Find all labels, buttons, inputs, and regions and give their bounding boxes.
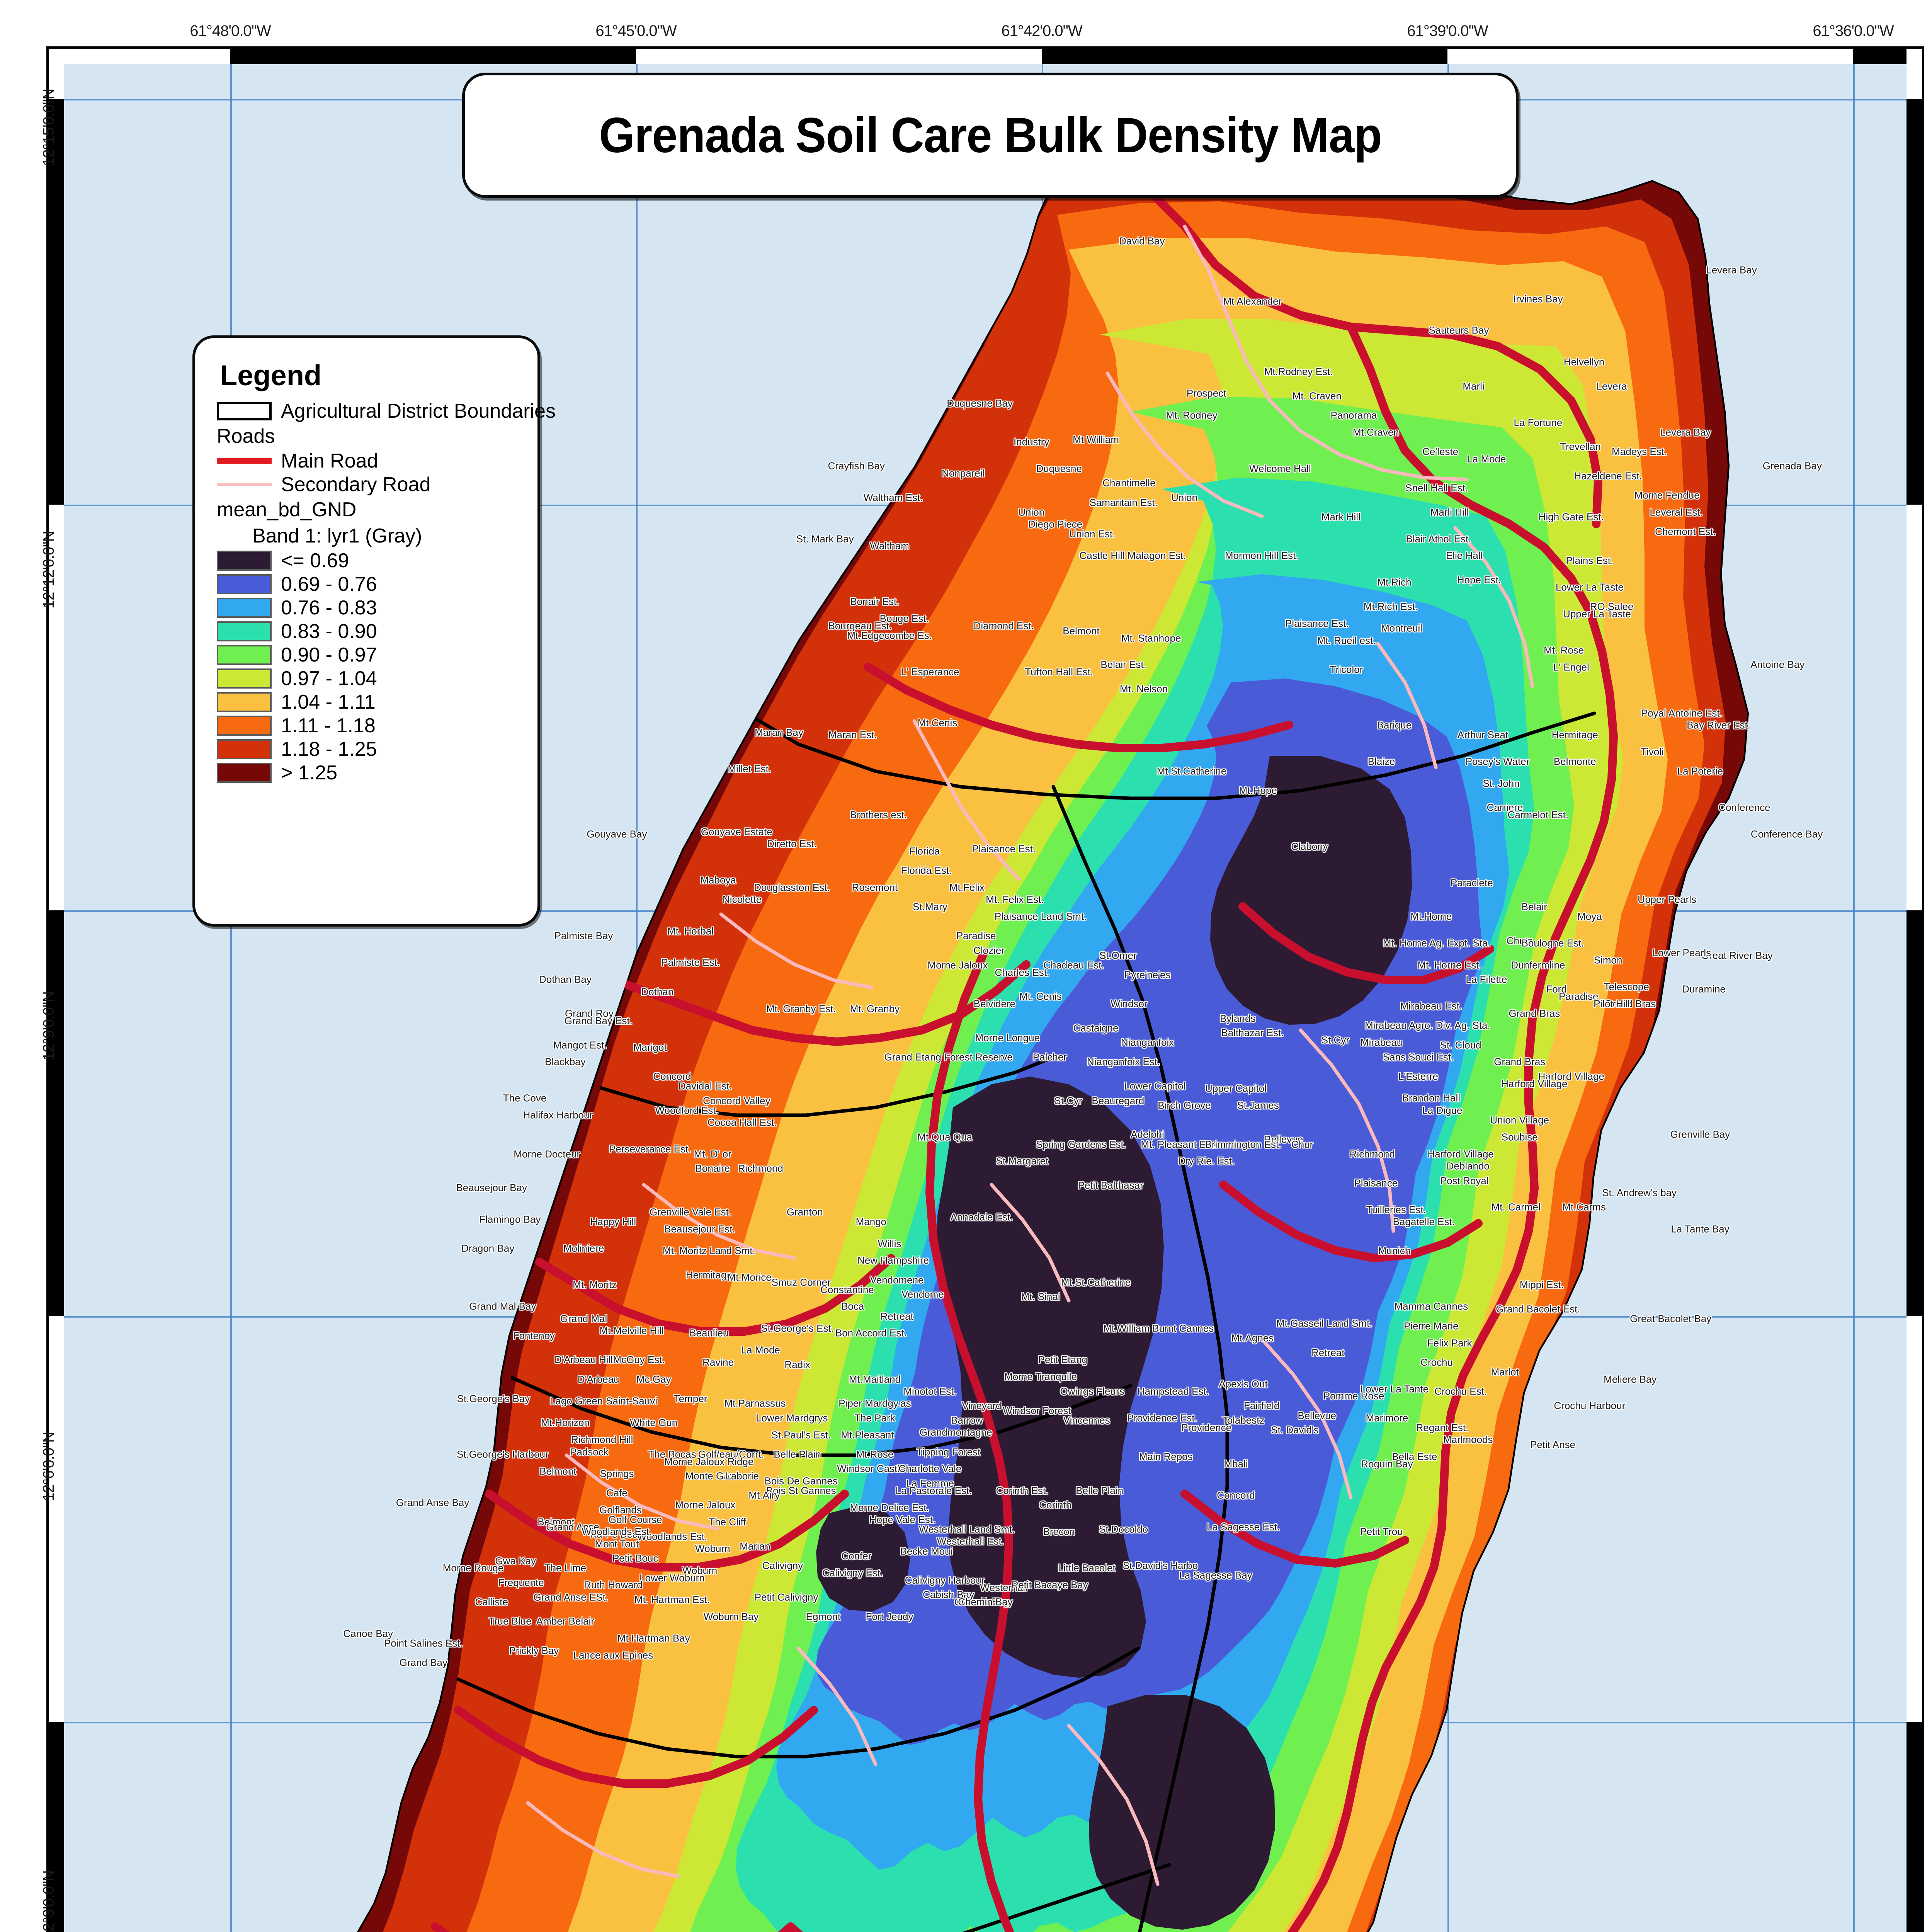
legend-class-row: 0.83 - 0.90 [217,621,522,641]
longitude-label: 61°48'0.0"W [190,22,271,39]
legend-class-row: > 1.25 [217,763,522,783]
secondary-road-line-icon [217,483,272,486]
latitude-label: 12°12'0.0"N [40,531,57,609]
tick-seg [1447,49,1853,64]
legend-main-road-label: Main Road [281,450,378,472]
legend-boundaries-label: Agricultural District Boundaries [281,400,556,422]
legend-color-swatch [217,621,272,641]
legend-row-secondary-road: Secondary Road [217,474,522,495]
legend-raster-band-name: Band 1: lyr1 (Gray) [252,525,422,547]
legend-row-boundaries: Agricultural District Boundaries [217,401,556,421]
legend-color-swatch [217,692,272,712]
legend-class-label: 1.11 - 1.18 [281,714,376,737]
tick-seg [1906,505,1922,910]
main-road-line-icon [217,458,272,464]
polygon-outline-icon [217,402,272,420]
legend-secondary-road-label: Secondary Road [281,473,431,496]
longitude-label: 61°42'0.0"W [1001,22,1082,39]
legend-color-swatch [217,668,272,689]
legend-class-label: 0.97 - 1.04 [281,667,377,690]
legend-class-row: 0.69 - 0.76 [217,574,522,594]
tick-seg [1906,1316,1922,1722]
legend-class-label: 0.69 - 0.76 [281,573,377,595]
tick-seg [1906,49,1922,99]
legend-class-row: <= 0.69 [217,551,522,571]
legend-class-label: 1.18 - 1.25 [281,738,377,760]
legend-heading: Legend [220,359,322,391]
tick-seg [64,49,230,64]
tick-seg [49,49,64,99]
legend-color-swatch [217,551,272,571]
map-title-box: Grenada Soil Care Bulk Density Map [462,73,1519,198]
tick-seg [49,505,64,910]
legend-class-row: 1.11 - 1.18 [217,716,522,736]
legend-class-row: 0.76 - 0.83 [217,598,522,618]
legend-class-label: 0.83 - 0.90 [281,620,377,643]
bulk-density-raster [323,165,1749,1932]
tick-seg [636,49,1042,64]
legend-color-swatch [217,716,272,736]
legend-class-label: 1.04 - 1.11 [281,691,376,713]
legend-row-main-road: Main Road [217,451,522,471]
legend-class-label: <= 0.69 [281,549,349,572]
legend-raster-layer-name: mean_bd_GND [217,498,357,521]
page-title: Grenada Soil Care Bulk Density Map [599,107,1382,163]
legend-color-swatch [217,739,272,759]
legend-class-row: 1.18 - 1.25 [217,739,522,759]
legend-color-swatch [217,574,272,594]
legend-class-row: 0.90 - 0.97 [217,645,522,665]
legend-class-row: 1.04 - 1.11 [217,692,522,712]
legend-class-list: <= 0.69 0.69 - 0.76 0.76 - 0.83 0.83 - 0.90… [217,551,522,783]
legend-class-label: 0.90 - 0.97 [281,644,377,666]
longitude-label: 61°45'0.0"W [595,22,677,39]
map-canvas[interactable]: David Bay Mt Alexander Sauteurs Bay Irvines… [64,64,1906,1932]
legend-color-swatch [217,598,272,618]
latitude-label: 12°9'0.0"N [40,991,57,1061]
latitude-label: 12°6'0.0"N [40,1432,57,1501]
tick-seg [49,1316,64,1722]
graticule-line-vertical [230,64,232,1932]
latitude-label: 12°3'0.0"N [40,1870,57,1932]
legend-color-swatch [217,763,272,783]
legend-roads-heading: Roads [217,425,275,447]
legend-class-label: 0.76 - 0.83 [281,597,377,619]
latitude-label: 12°15'0.0"N [40,88,57,166]
longitude-label: 61°36'0.0"W [1813,22,1894,39]
graticule-line-vertical [1853,64,1855,1932]
legend-panel: Legend Agricultural District Boundaries … [192,335,556,927]
legend-class-label: > 1.25 [281,762,338,784]
legend-color-swatch [217,645,272,665]
longitude-label: 61°39'0.0"W [1407,22,1488,39]
legend-class-row: 0.97 - 1.04 [217,668,522,689]
